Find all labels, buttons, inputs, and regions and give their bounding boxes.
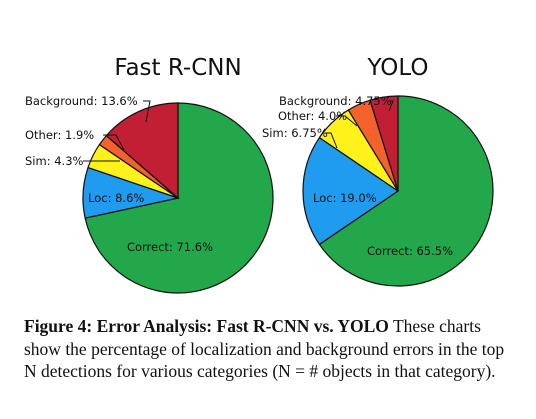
slice-label-yolo-sim: Sim: 6.75% — [262, 126, 328, 140]
caption-lead: Figure 4: Error Analysis: Fast R-CNN vs.… — [24, 316, 389, 336]
slice-label-yolo-background: Background: 4.75% — [279, 94, 392, 108]
figure-caption: Figure 4: Error Analysis: Fast R-CNN vs.… — [24, 315, 516, 383]
slice-label-yolo-loc: Loc: 19.0% — [313, 191, 377, 205]
pie-slice-fast-rcnn-background — [105, 102, 179, 200]
slice-label-yolo-other: Other: 4.0% — [278, 109, 347, 123]
slice-label-fast-rcnn-loc: Loc: 8.6% — [88, 191, 144, 205]
slice-label-fast-rcnn-correct: Correct: 71.6% — [127, 240, 213, 254]
slice-label-yolo-correct: Correct: 65.5% — [367, 244, 453, 258]
leader-line-yolo-sim — [325, 132, 338, 149]
chart-title-fast-rcnn: Fast R-CNN — [114, 55, 241, 81]
leader-line-fast-rcnn-background — [143, 100, 151, 123]
caption-body: These charts show the percentage of loca… — [24, 316, 505, 381]
leader-line-yolo-other — [336, 115, 358, 127]
pie-slice-yolo-loc — [302, 136, 400, 246]
slice-label-fast-rcnn-background: Background: 13.6% — [25, 94, 138, 108]
slice-label-fast-rcnn-other: Other: 1.9% — [25, 128, 94, 142]
pie-slice-yolo-correct — [318, 95, 494, 287]
chart-title-yolo: YOLO — [367, 55, 429, 81]
pie-chart-yolo: YOLO Correct: 65.5% Loc: 19.0% Sim: 6.75% O… — [262, 55, 494, 287]
slice-label-fast-rcnn-sim: Sim: 4.3% — [25, 154, 84, 168]
leader-line-yolo-background — [388, 100, 394, 112]
leader-line-fast-rcnn-other — [103, 134, 125, 151]
pie-slice-yolo-background — [369, 95, 399, 192]
pie-chart-fast-rcnn: Fast R-CNN Correct: 71.6% Loc: 8.6% Sim: 4… — [25, 55, 274, 294]
